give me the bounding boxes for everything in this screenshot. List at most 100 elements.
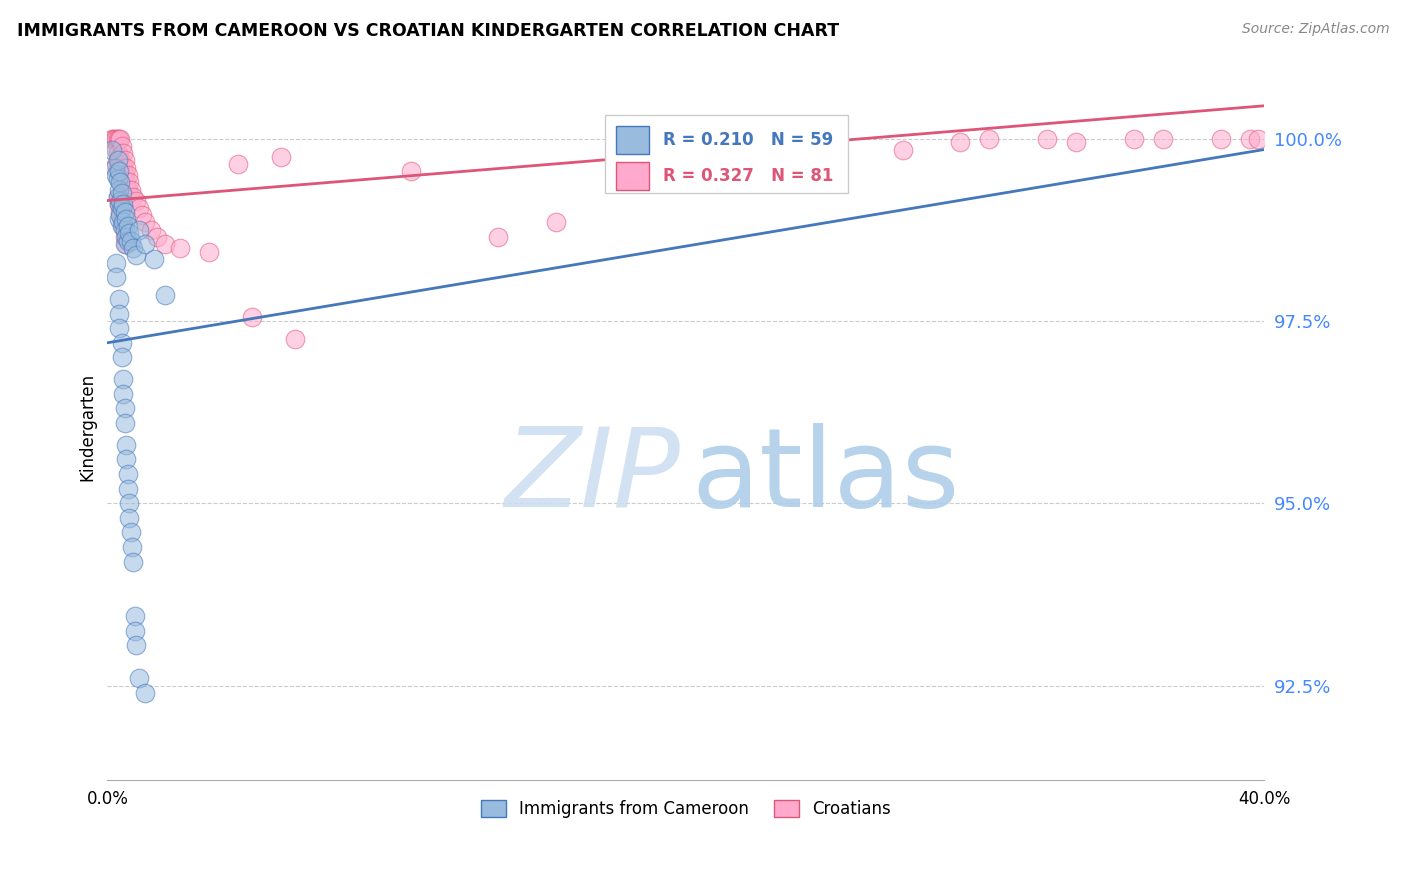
Point xyxy=(108,150,131,164)
Point xyxy=(112,146,135,161)
Point xyxy=(169,241,191,255)
Text: R = 0.210   N = 59: R = 0.210 N = 59 xyxy=(662,131,832,149)
Point xyxy=(128,223,150,237)
Point xyxy=(110,204,132,219)
Point xyxy=(112,219,135,233)
Point xyxy=(114,153,136,168)
Point xyxy=(122,241,145,255)
Point xyxy=(134,686,156,700)
Point xyxy=(100,143,122,157)
Point xyxy=(114,401,136,416)
Point xyxy=(108,197,131,211)
Point xyxy=(117,234,139,248)
Point xyxy=(111,157,134,171)
Point xyxy=(145,230,167,244)
Point xyxy=(111,335,134,350)
Point xyxy=(118,175,141,189)
Point xyxy=(1239,131,1261,145)
Legend: Immigrants from Cameroon, Croatians: Immigrants from Cameroon, Croatians xyxy=(474,794,897,825)
Point xyxy=(111,211,134,226)
Point xyxy=(105,131,128,145)
Point xyxy=(115,161,138,175)
Point xyxy=(114,204,136,219)
Point xyxy=(104,161,127,175)
Point xyxy=(1152,131,1174,145)
Point xyxy=(979,131,1001,145)
Point xyxy=(121,540,143,554)
Point xyxy=(284,332,307,346)
Point xyxy=(124,609,146,624)
Point xyxy=(105,270,128,285)
Point xyxy=(270,150,292,164)
Point xyxy=(114,230,136,244)
Point xyxy=(891,143,914,157)
Point xyxy=(110,168,132,182)
Point xyxy=(226,157,249,171)
Point xyxy=(128,671,150,685)
Point xyxy=(107,190,129,204)
Point xyxy=(105,255,128,269)
Point xyxy=(142,252,165,266)
Point xyxy=(112,197,135,211)
Point xyxy=(108,183,131,197)
Point xyxy=(115,452,138,467)
Point xyxy=(115,175,138,189)
Point xyxy=(118,510,141,524)
Point xyxy=(1036,131,1059,145)
Point xyxy=(111,351,134,365)
Point xyxy=(111,186,134,201)
Point xyxy=(115,237,138,252)
Point xyxy=(105,168,128,182)
Point xyxy=(115,438,138,452)
Point xyxy=(131,208,153,222)
Point xyxy=(114,223,136,237)
Point xyxy=(108,164,131,178)
Point xyxy=(108,307,131,321)
Point xyxy=(197,244,219,259)
Point xyxy=(134,215,156,229)
Point xyxy=(544,215,567,229)
Point xyxy=(110,194,132,208)
Point xyxy=(117,482,139,496)
Point xyxy=(117,183,139,197)
Point xyxy=(111,201,134,215)
Point xyxy=(122,190,145,204)
Point xyxy=(107,131,129,145)
Text: R = 0.327   N = 81: R = 0.327 N = 81 xyxy=(662,167,832,186)
Point xyxy=(118,227,141,241)
Point xyxy=(117,168,139,182)
Point xyxy=(1247,131,1270,145)
Point xyxy=(155,237,177,252)
Point xyxy=(125,194,148,208)
Point xyxy=(486,230,509,244)
Point xyxy=(110,208,132,222)
Point xyxy=(108,292,131,306)
Point xyxy=(139,223,162,237)
FancyBboxPatch shape xyxy=(616,162,648,190)
Point xyxy=(108,164,131,178)
Point xyxy=(112,387,135,401)
Point xyxy=(101,131,124,145)
Point xyxy=(111,219,134,233)
Point xyxy=(104,131,127,145)
Point xyxy=(659,164,682,178)
Point xyxy=(108,211,131,226)
Point xyxy=(117,219,139,233)
Point xyxy=(115,230,138,244)
Point xyxy=(105,157,128,171)
Point xyxy=(105,143,128,157)
Point xyxy=(111,139,134,153)
FancyBboxPatch shape xyxy=(616,126,648,154)
Point xyxy=(125,248,148,262)
Point xyxy=(120,234,142,248)
Point xyxy=(1064,135,1087,149)
Point xyxy=(108,321,131,335)
Point xyxy=(107,190,129,204)
Point xyxy=(107,146,129,161)
Point xyxy=(108,197,131,211)
Point xyxy=(112,372,135,386)
Text: ZIP: ZIP xyxy=(505,423,681,530)
Text: atlas: atlas xyxy=(692,423,960,530)
Point xyxy=(108,131,131,145)
Point xyxy=(100,131,122,145)
